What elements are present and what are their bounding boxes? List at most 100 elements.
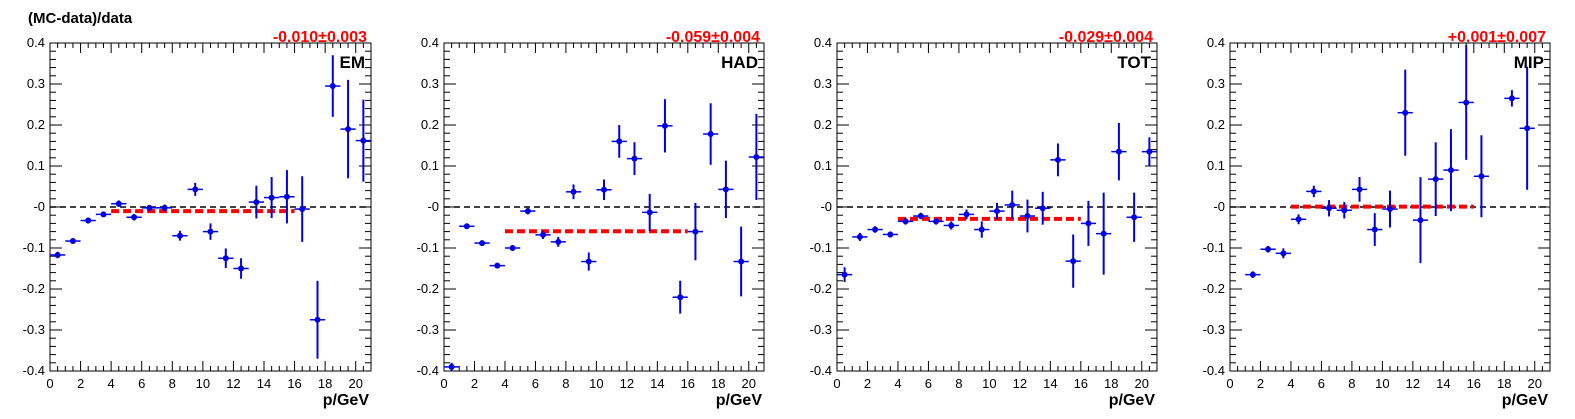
data-point: [933, 218, 940, 225]
data-point: [1432, 176, 1439, 183]
data-point: [1402, 109, 1409, 116]
y-tick-label: 0.1: [27, 158, 45, 173]
x-tick-label: 2: [1257, 376, 1264, 391]
y-tick-label: -0: [427, 199, 439, 214]
y-tick-label: 0.1: [421, 158, 439, 173]
data-point: [841, 271, 848, 278]
panel-em: -0.4 -0.3 -0.2 -0.1 -0 0.1 0.2 0.3 0.4 0 2 4 6 8 10 12 1…: [23, 29, 372, 409]
panel-tot: -0.4 -0.3 -0.2 -0.1 -0 0.1 0.2 0.3 0.4 0 2 4 6 8 10 12 1…: [810, 29, 1158, 409]
data-point: [978, 226, 985, 233]
panel-label: TOT: [1117, 53, 1151, 72]
data-point: [1417, 217, 1424, 224]
data-point: [1387, 206, 1393, 213]
data-point: [1131, 214, 1138, 221]
data-point: [902, 218, 909, 225]
data-point: [1341, 207, 1348, 214]
y-tick-label: 0.2: [1207, 117, 1225, 132]
data-point: [1249, 271, 1256, 278]
data-point: [100, 211, 107, 218]
y-tick-label: -0.1: [1203, 240, 1225, 255]
x-tick-label: 10: [982, 376, 996, 391]
y-tick-label: 0.3: [421, 76, 439, 91]
panel-label: MIP: [1514, 53, 1544, 72]
x-tick-label: 4: [894, 376, 901, 391]
y-axis-label: (MC-data)/data: [28, 10, 133, 27]
data-point: [1310, 188, 1317, 195]
y-tick-label: -0.1: [810, 240, 832, 255]
data-point: [509, 245, 516, 251]
x-tick-label: 2: [864, 376, 871, 391]
y-tick-label: -0.1: [23, 240, 45, 255]
x-tick-label: 12: [1406, 376, 1420, 391]
fit-value-label: +0.001±0.007: [1448, 29, 1546, 46]
data-point: [1054, 156, 1061, 163]
data-point: [1115, 148, 1122, 155]
x-axis-label: p/GeV: [1109, 392, 1156, 409]
x-tick-label: 10: [196, 376, 210, 391]
data-point: [1356, 186, 1363, 193]
data-point: [222, 255, 229, 262]
data-point: [524, 208, 531, 215]
x-tick-label: 20: [1528, 376, 1542, 391]
x-tick-label: 14: [650, 376, 664, 391]
x-tick-label: 2: [471, 376, 478, 391]
data-point: [1265, 246, 1272, 253]
data-point: [677, 294, 684, 301]
x-tick-label: 0: [833, 376, 840, 391]
data-point: [192, 186, 199, 193]
data-point: [948, 222, 955, 229]
data-point: [253, 199, 260, 206]
data-point: [872, 226, 879, 233]
x-tick-label: 4: [1287, 376, 1294, 391]
y-tick-label: 0.2: [814, 117, 832, 132]
x-tick-label: 4: [501, 376, 508, 391]
fit-value-label: -0.010±0.003: [273, 29, 367, 46]
x-tick-label: 16: [287, 376, 301, 391]
data-point: [131, 214, 138, 221]
y-tick-label: -0.3: [417, 322, 439, 337]
x-tick-label: 18: [318, 376, 332, 391]
x-tick-label: 12: [1013, 376, 1027, 391]
x-axis-label: p/GeV: [1502, 392, 1549, 409]
x-tick-label: 10: [589, 376, 603, 391]
data-point: [601, 186, 607, 193]
y-tick-label: -0: [1213, 199, 1225, 214]
x-tick-label: 12: [226, 376, 240, 391]
y-tick-label: 0.4: [421, 35, 439, 50]
y-tick-label: 0.1: [814, 158, 832, 173]
y-tick-label: -0.3: [810, 322, 832, 337]
y-tick-label: -0.2: [23, 281, 45, 296]
panel-label: HAD: [721, 53, 758, 72]
x-tick-label: 0: [440, 376, 447, 391]
x-tick-label: 20: [742, 376, 756, 391]
y-tick-label: -0.4: [23, 363, 45, 378]
data-point: [585, 258, 592, 265]
data-point: [1478, 173, 1485, 180]
data-point: [994, 208, 1000, 215]
data-point: [692, 228, 699, 235]
y-tick-label: 0.1: [1207, 158, 1225, 173]
y-tick-label: -0.4: [1203, 363, 1225, 378]
y-tick-label: -0.2: [1203, 281, 1225, 296]
y-tick-label: 0.2: [27, 117, 45, 132]
data-point: [283, 193, 290, 200]
fit-value-label: -0.059±0.004: [666, 29, 760, 46]
data-point: [161, 204, 168, 211]
y-tick-label: -0.3: [23, 322, 45, 337]
data-point: [1508, 95, 1515, 102]
data-point: [1463, 99, 1470, 106]
x-tick-label: 14: [1043, 376, 1057, 391]
data-point: [646, 209, 653, 216]
x-tick-label: 16: [1467, 376, 1481, 391]
y-tick-label: -0.1: [417, 240, 439, 255]
data-point: [1295, 216, 1302, 223]
data-point: [176, 232, 183, 239]
data-point: [54, 251, 61, 258]
data-point: [1447, 167, 1454, 174]
x-axis-label: p/GeV: [323, 392, 370, 409]
data-point: [887, 231, 894, 238]
x-tick-label: 18: [711, 376, 725, 391]
data-point: [1009, 201, 1016, 208]
data-point: [463, 223, 470, 230]
data-point: [329, 83, 336, 90]
